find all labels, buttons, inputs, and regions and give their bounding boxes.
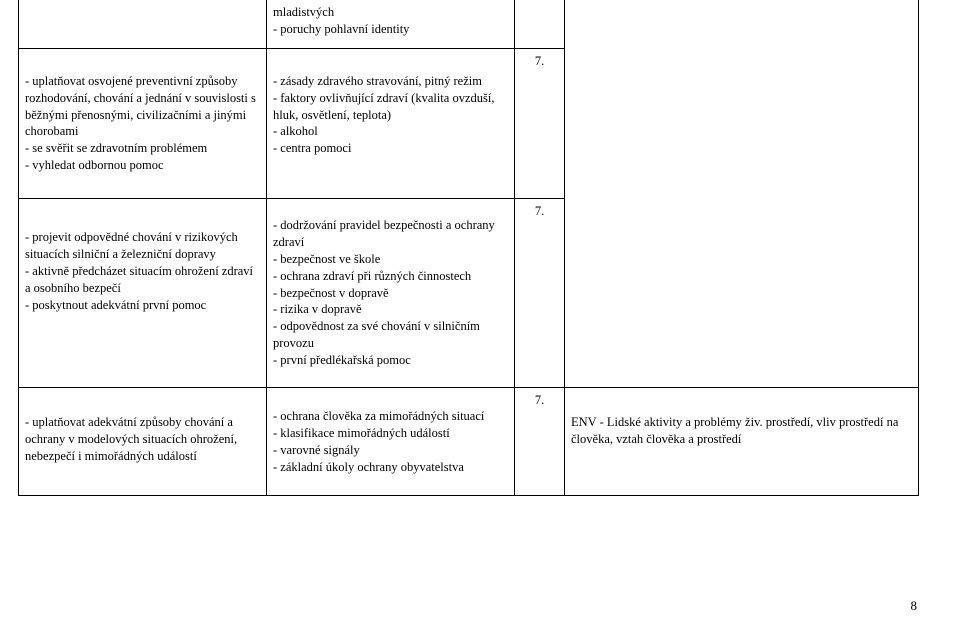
cell-grade: [515, 0, 565, 48]
cell-outcomes: [19, 0, 267, 48]
cell-grade: 7.: [515, 48, 565, 198]
cell-outcomes: - uplatňovat osvojené preventivní způsob…: [19, 48, 267, 198]
table-row: - uplatňovat adekvátní způsoby chování a…: [19, 387, 919, 496]
document-table: mladistvých - poruchy pohlavní identity …: [18, 0, 919, 496]
cell-grade: 7.: [515, 387, 565, 496]
cell-content: - zásady zdravého stravování, pitný reži…: [267, 48, 515, 198]
cell-outcomes: - uplatňovat adekvátní způsoby chování a…: [19, 387, 267, 496]
cell-content: - ochrana člověka za mimořádných situací…: [267, 387, 515, 496]
cell-crosslinks: [565, 0, 919, 387]
table-row: mladistvých - poruchy pohlavní identity: [19, 0, 919, 48]
cell-content: mladistvých - poruchy pohlavní identity: [267, 0, 515, 48]
cell-crosslinks: ENV - Lidské aktivity a problémy živ. pr…: [565, 387, 919, 496]
cell-grade: 7.: [515, 199, 565, 388]
cell-content: - dodržování pravidel bezpečnosti a ochr…: [267, 199, 515, 388]
page-number: 8: [911, 598, 918, 614]
cell-outcomes: - projevit odpovědné chování v rizikovýc…: [19, 199, 267, 388]
